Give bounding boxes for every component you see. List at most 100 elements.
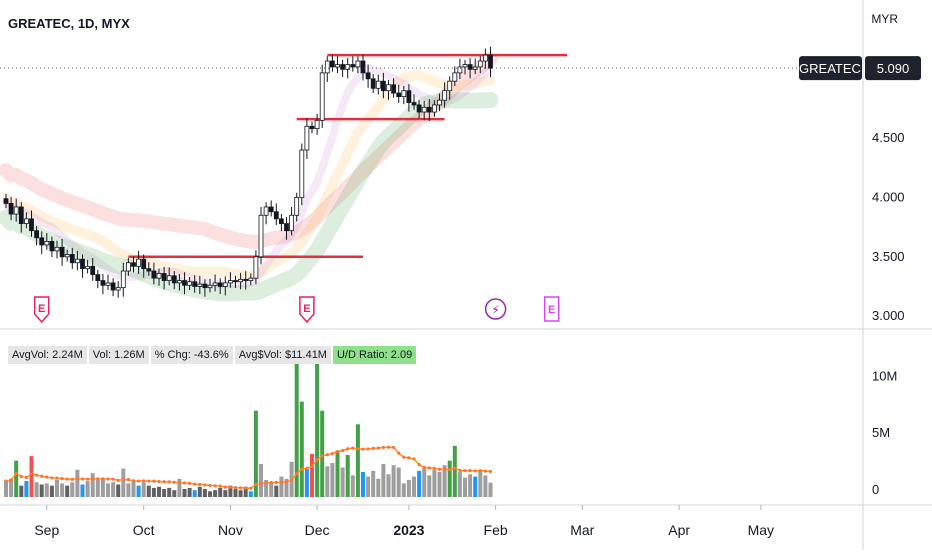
- candle-body: [482, 54, 488, 62]
- candle-body: [39, 237, 45, 246]
- volume-bar: [44, 483, 49, 497]
- candle-body: [151, 270, 157, 279]
- stat-ud-ratio: U/D Ratio: 2.09: [332, 346, 417, 364]
- volume-bar: [422, 468, 427, 497]
- volume-tick-label: 5M: [872, 425, 890, 440]
- volume-average-dot: [208, 483, 212, 488]
- candle-body: [217, 282, 223, 287]
- candle-body: [294, 197, 300, 216]
- volume-average-dot: [443, 467, 447, 471]
- volume-tick-label: 0: [872, 482, 879, 497]
- volume-average-dot: [407, 456, 411, 460]
- time-tick-label: Feb: [484, 522, 508, 538]
- price-tick-label: 4.500: [872, 130, 905, 145]
- volume-average-dot: [218, 484, 222, 488]
- candle-body: [64, 254, 70, 258]
- volume-bar: [406, 479, 411, 497]
- candle-body: [18, 206, 24, 224]
- candle-body: [59, 246, 65, 258]
- volume-average-dot: [453, 466, 457, 470]
- candle-body: [431, 104, 437, 113]
- candle-body: [365, 72, 371, 80]
- candle-body: [467, 64, 473, 70]
- candle-body: [85, 265, 90, 270]
- volume-average-dot: [386, 445, 391, 449]
- candle-body: [386, 84, 391, 92]
- volume-bar: [478, 470, 483, 497]
- candle-body: [90, 265, 96, 276]
- volume-average-dot: [351, 446, 355, 450]
- candle-body: [222, 282, 228, 287]
- volume-bar: [299, 401, 304, 497]
- volume-bar: [243, 486, 248, 497]
- volume-average-dot: [96, 477, 100, 481]
- volume-average-dot: [24, 475, 28, 480]
- volume-bar: [136, 485, 141, 497]
- volume-bar: [253, 410, 258, 497]
- candle-body: [278, 218, 284, 224]
- volume-bar: [233, 489, 238, 497]
- volume-average-dot: [284, 480, 289, 484]
- volume-average-dot: [295, 471, 299, 476]
- volume-bar: [391, 465, 396, 497]
- volume-bar: [238, 490, 243, 497]
- volume-bar: [162, 489, 167, 497]
- candle-body: [401, 90, 407, 98]
- candle-body: [176, 280, 182, 284]
- volume-average-dot: [448, 467, 452, 472]
- volume-bar: [65, 485, 70, 497]
- candle-body: [299, 149, 305, 198]
- candle-body: [442, 90, 448, 101]
- price-tick-label: 3.000: [872, 308, 905, 323]
- candle-body: [202, 283, 208, 289]
- candle-body: [126, 262, 131, 272]
- candle-body: [380, 80, 386, 92]
- volume-average-dot: [91, 477, 95, 481]
- candle-body: [146, 268, 152, 272]
- volume-bar: [172, 490, 177, 497]
- volume-average-dot: [290, 478, 294, 483]
- volume-bar: [177, 478, 182, 497]
- volume-bar: [49, 485, 54, 497]
- volume-average-dot: [437, 467, 442, 472]
- volume-average-dot: [203, 483, 207, 487]
- candle-body: [416, 104, 422, 113]
- candle-body: [396, 92, 402, 98]
- volume-bar: [386, 474, 391, 497]
- event-markers: E E ⚡ E: [33, 296, 560, 324]
- earnings-marker-label: E: [303, 303, 310, 315]
- price-tag-bg: [865, 56, 921, 81]
- ma-band: [0, 91, 499, 302]
- time-tick-label: May: [748, 522, 774, 538]
- candle-body: [309, 125, 315, 130]
- volume-bar: [457, 472, 462, 497]
- volume-bar: [325, 466, 330, 497]
- candle-body: [207, 284, 213, 289]
- volume-bar: [452, 445, 457, 497]
- price-tick-label: 4.000: [872, 189, 905, 204]
- volume-average-dot: [412, 457, 416, 461]
- stat-avgvol: AvgVol: 2.24M: [8, 346, 87, 364]
- candle-body: [406, 90, 412, 103]
- stats-row: AvgVol: 2.24M Vol: 1.26M % Chg: -43.6% A…: [8, 346, 417, 364]
- volume-bar: [4, 481, 8, 497]
- volume-bar: [208, 491, 212, 497]
- candle-body: [304, 125, 310, 151]
- symbol-title[interactable]: GREATEC, 1D, MYX: [8, 16, 130, 31]
- volume-bar: [151, 487, 156, 497]
- volume-average-dot: [259, 481, 263, 485]
- candle-body: [34, 230, 39, 239]
- volume-average-dot: [341, 448, 345, 453]
- candle-body: [75, 258, 80, 264]
- volume-bar: [248, 491, 253, 497]
- volume-average-dot: [417, 463, 421, 467]
- volume-bar: [95, 479, 100, 497]
- candle-body: [192, 281, 198, 287]
- volume-bar: [274, 485, 279, 497]
- candle-body: [319, 72, 325, 121]
- volume-bar: [294, 351, 299, 497]
- stat-change: % Chg: -43.6%: [150, 346, 233, 364]
- volume-bar: [228, 485, 233, 497]
